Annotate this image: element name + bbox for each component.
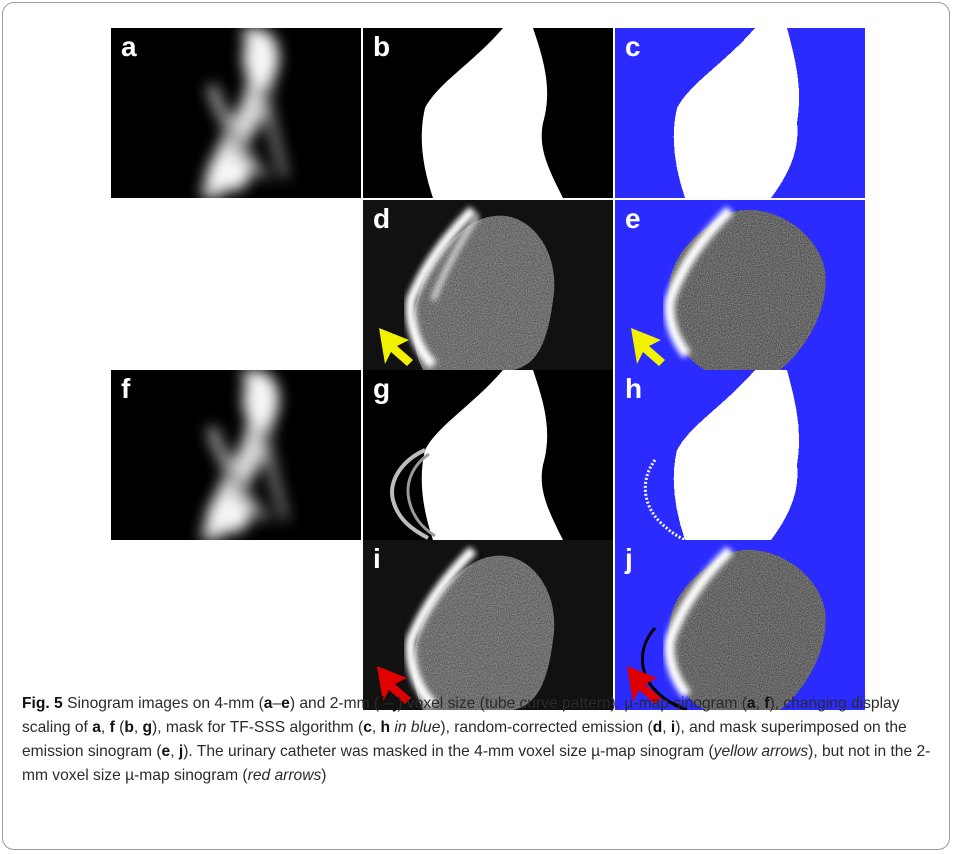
panel-j: j xyxy=(615,540,865,710)
caption-run: ( xyxy=(114,719,125,736)
overlay-sinogram-image xyxy=(631,206,826,370)
caption-run: ), and mask superimposed on the emission… xyxy=(22,719,907,760)
panel-label: g xyxy=(373,373,391,404)
panel-c: c xyxy=(615,28,865,198)
panel-g: g xyxy=(363,370,613,540)
panel-label: e xyxy=(625,203,641,234)
panel-label: b xyxy=(373,31,391,62)
mask-image xyxy=(673,28,800,198)
panel-f: f xyxy=(111,370,361,540)
caption-run: ), mask for TF-SSS algorithm ( xyxy=(152,719,364,736)
panel-label: h xyxy=(625,373,643,404)
caption-run: ) xyxy=(321,767,327,784)
caption-run: , xyxy=(100,719,110,736)
scaled-sinogram-image xyxy=(390,370,563,540)
mumap-sinogram-image xyxy=(201,370,289,540)
yellow-arrow-icon xyxy=(379,328,413,366)
caption-run: ). The urinary catheter was masked in th… xyxy=(183,743,714,760)
caption-run: , xyxy=(133,719,143,736)
caption-panel-ref: f xyxy=(379,695,385,712)
panel-label: a xyxy=(121,31,137,62)
caption-panel-ref: c xyxy=(363,719,372,736)
mask-image xyxy=(643,370,800,540)
panel-a: a xyxy=(111,28,361,198)
caption-text: Sinogram images on 4-mm (a–e) and 2-mm (… xyxy=(22,695,930,784)
caption-panel-ref: e xyxy=(281,695,290,712)
panel-h: h xyxy=(615,370,865,540)
caption-run: , xyxy=(371,719,381,736)
caption-panel-ref: j xyxy=(393,695,398,712)
caption-run: – xyxy=(272,695,282,712)
overlay-sinogram-image xyxy=(627,546,826,710)
scaled-sinogram-image xyxy=(421,28,563,198)
panel-b: b xyxy=(363,28,613,198)
emission-sinogram-image xyxy=(363,540,613,710)
mumap-sinogram-image xyxy=(201,28,289,198)
caption-emphasis: in blue xyxy=(394,719,441,736)
panel-label: i xyxy=(373,543,381,574)
caption-panel-ref: i xyxy=(670,719,676,736)
panel-label: f xyxy=(121,373,131,404)
caption-run: , xyxy=(170,743,179,760)
caption-panel-ref: e xyxy=(161,743,171,760)
panel-label: j xyxy=(625,543,633,574)
caption-run: – xyxy=(384,695,393,712)
caption-panel-ref: f xyxy=(109,719,115,736)
caption-panel-ref: b xyxy=(124,719,134,736)
caption-panel-ref: a xyxy=(263,695,273,712)
caption-emphasis: red arrows xyxy=(247,767,322,784)
figure-caption: Fig. 5 Sinogram images on 4-mm (a–e) and… xyxy=(22,692,937,788)
caption-panel-ref: h xyxy=(380,719,391,736)
caption-run: ), but not in the 2-mm voxel size µ-map … xyxy=(22,743,931,784)
emission-sinogram-image xyxy=(363,200,613,370)
caption-run: ), changing display scaling of xyxy=(22,695,900,736)
caption-panel-ref: f xyxy=(764,695,770,712)
caption-panel-ref: g xyxy=(142,719,153,736)
figure-label: Fig. 5 xyxy=(22,695,63,712)
caption-panel-ref: j xyxy=(178,743,184,760)
caption-run: ) and 2-mm ( xyxy=(289,695,380,712)
caption-run: ), random-corrected emission ( xyxy=(440,719,653,736)
red-arrow-icon xyxy=(627,666,661,704)
caption-run: , xyxy=(662,719,671,736)
panel-label: c xyxy=(625,31,641,62)
panel-label: d xyxy=(373,203,391,234)
caption-panel-ref: a xyxy=(92,719,101,736)
caption-run: Sinogram images on 4-mm ( xyxy=(62,695,264,712)
yellow-arrow-icon xyxy=(631,328,665,366)
caption-panel-ref: a xyxy=(746,695,756,712)
caption-run: ) voxel size (tube curve pattern). µ-map… xyxy=(397,695,747,712)
red-arrow-icon xyxy=(377,666,411,704)
caption-emphasis: yellow arrows xyxy=(713,743,809,760)
panel-e: e xyxy=(615,200,865,370)
caption-run: , xyxy=(755,695,765,712)
panel-d: d xyxy=(363,200,613,370)
caption-panel-ref: d xyxy=(652,719,663,736)
panel-i: i xyxy=(363,540,613,710)
